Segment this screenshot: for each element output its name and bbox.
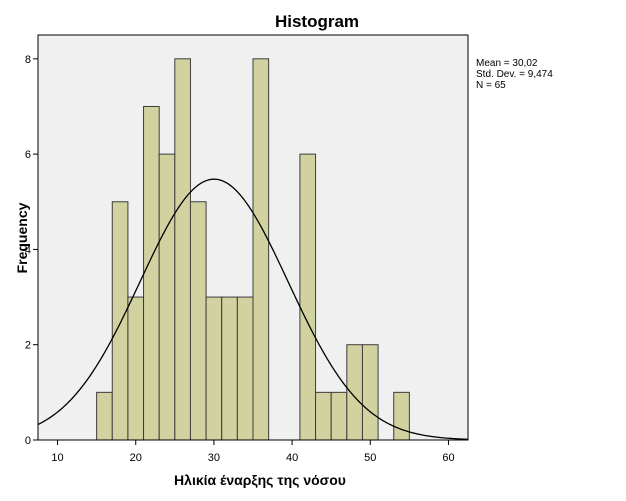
histogram-bar <box>361 344 379 441</box>
histogram-bar <box>143 105 160 441</box>
normal-curve <box>37 178 469 440</box>
y-axis-ticks: 0 2 4 6 8 <box>25 54 38 447</box>
chart-title: Histogram <box>275 12 359 31</box>
x-axis-label: Ηλικία έναρξης της νόσου <box>174 472 346 488</box>
histogram-bar <box>111 201 129 441</box>
histogram-bar <box>221 296 238 441</box>
x-tick-label: 60 <box>442 452 454 464</box>
histogram-bar <box>315 391 332 441</box>
histogram-bar <box>158 153 176 441</box>
histogram-bar <box>252 58 270 441</box>
y-tick-label: 2 <box>25 340 31 352</box>
y-tick-label: 0 <box>25 435 31 447</box>
y-axis-label: Frequency <box>14 202 30 273</box>
x-tick-label: 30 <box>208 452 220 464</box>
histogram-bar <box>96 391 113 441</box>
stats-n: N = 65 <box>476 80 506 91</box>
histogram-bar <box>127 296 145 441</box>
histogram-bar <box>299 153 317 441</box>
y-tick-label: 6 <box>25 149 31 161</box>
y-tick-label: 8 <box>25 54 31 66</box>
plot-frame <box>37 34 469 441</box>
histogram-bar <box>236 296 254 441</box>
histogram-bar <box>205 296 223 441</box>
histogram-bar <box>346 344 363 441</box>
stats-mean: Mean = 30,02 <box>476 58 538 69</box>
stats-box: Mean = 30,02 Std. Dev. = 9,474 N = 65 <box>476 58 553 91</box>
x-tick-label: 40 <box>286 452 298 464</box>
x-axis-ticks: 10 20 30 40 50 60 <box>51 440 455 464</box>
x-tick-label: 20 <box>130 452 142 464</box>
x-tick-label: 10 <box>51 452 63 464</box>
y-tick-label: 4 <box>25 244 31 256</box>
histogram-bar <box>189 201 207 441</box>
stats-std-dev: Std. Dev. = 9,474 <box>476 69 553 80</box>
x-tick-label: 50 <box>364 452 376 464</box>
histogram-bar <box>174 58 191 441</box>
histogram-bar <box>393 391 410 441</box>
bars-group <box>96 58 410 441</box>
histogram-bar <box>330 391 348 441</box>
